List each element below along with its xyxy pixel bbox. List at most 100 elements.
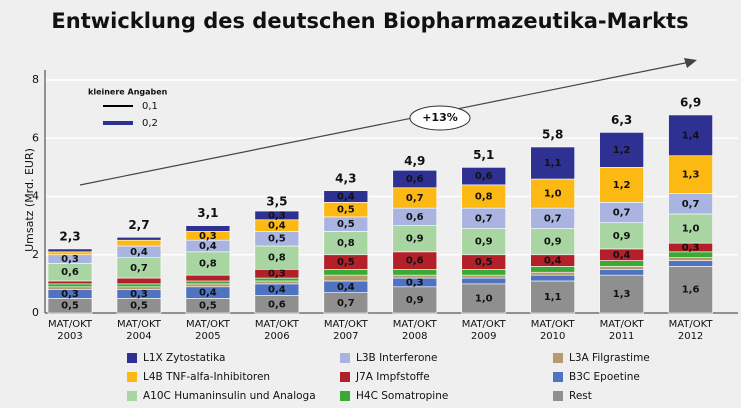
value-label: 1,0 bbox=[544, 189, 562, 200]
x-tick-label: MAT/OKT bbox=[393, 319, 438, 330]
value-label: 0,4 bbox=[337, 282, 355, 293]
value-label: 0,5 bbox=[130, 301, 148, 312]
bar-segment bbox=[668, 260, 713, 267]
bar-segment bbox=[392, 269, 438, 276]
bar-segment bbox=[668, 114, 713, 157]
value-label: 0,4 bbox=[130, 247, 148, 258]
bar-segment bbox=[461, 274, 507, 279]
bar-segment bbox=[392, 169, 438, 189]
value-label: 0,3 bbox=[406, 277, 424, 288]
legend-label: Rest bbox=[569, 390, 592, 402]
bar-segment bbox=[323, 190, 369, 203]
value-label: 0,7 bbox=[406, 193, 424, 204]
x-tick-label: 2007 bbox=[333, 331, 358, 342]
y-tick-label: 4 bbox=[32, 190, 39, 203]
legend-swatch bbox=[553, 353, 563, 363]
value-label: 1,0 bbox=[475, 293, 493, 304]
bar-segment bbox=[599, 132, 644, 168]
x-tick-label: 2008 bbox=[402, 331, 427, 342]
value-label: 0,6 bbox=[475, 171, 493, 182]
value-label: 0,7 bbox=[613, 208, 631, 219]
value-label: 0,9 bbox=[544, 237, 562, 248]
y-tick-label: 0 bbox=[32, 306, 39, 319]
value-label: 0,5 bbox=[475, 257, 493, 268]
x-tick-label: 2003 bbox=[57, 331, 82, 342]
value-label: 1,2 bbox=[613, 145, 631, 156]
legend-label: L4B TNF-alfa-Inhibitoren bbox=[143, 371, 270, 383]
total-label: 2,3 bbox=[59, 230, 80, 244]
legend-swatch bbox=[340, 353, 350, 363]
bar-segment bbox=[185, 274, 231, 282]
y-axis-label: Umsatz (Mrd. EUR) bbox=[23, 148, 36, 252]
x-tick-label: MAT/OKT bbox=[462, 319, 507, 330]
x-tick-label: MAT/OKT bbox=[669, 319, 714, 330]
value-label: 0,6 bbox=[406, 256, 424, 267]
legend-label: B3C Epoetine bbox=[569, 371, 640, 383]
value-label: 0,4 bbox=[337, 192, 355, 203]
bar-segment bbox=[47, 251, 93, 256]
small-legend-label: 0,1 bbox=[142, 101, 158, 112]
value-label: 0,4 bbox=[268, 285, 286, 296]
bar-segment bbox=[599, 260, 644, 267]
x-tick-label: MAT/OKT bbox=[48, 319, 93, 330]
small-legend-title: kleinere Angaben bbox=[88, 88, 168, 97]
legend-label: J7A Impfstoffe bbox=[355, 371, 430, 383]
x-tick-label: MAT/OKT bbox=[531, 319, 576, 330]
bar-segment bbox=[530, 228, 575, 256]
bar-segment bbox=[668, 257, 713, 261]
value-label: 1,1 bbox=[544, 292, 562, 303]
value-label: 1,6 bbox=[682, 285, 700, 296]
chart-title: Entwicklung des deutschen Biopharmazeuti… bbox=[51, 9, 688, 33]
x-tick-label: MAT/OKT bbox=[117, 319, 162, 330]
bar-segment bbox=[185, 225, 231, 232]
bar-segment bbox=[47, 280, 93, 285]
bar-segment bbox=[116, 286, 162, 291]
value-label: 0,9 bbox=[406, 295, 424, 306]
x-tick-label: 2009 bbox=[471, 331, 496, 342]
value-label: 0,6 bbox=[61, 267, 79, 278]
bar-segment bbox=[461, 269, 507, 276]
total-label: 5,8 bbox=[542, 128, 563, 142]
legend-swatch bbox=[127, 353, 137, 363]
bar-segment bbox=[530, 271, 575, 276]
bar-segment bbox=[116, 239, 162, 247]
value-label: 0,8 bbox=[268, 253, 286, 264]
value-label: 0,7 bbox=[130, 263, 148, 274]
legend-label: L1X Zytostatika bbox=[143, 352, 225, 364]
bar-segment bbox=[116, 236, 162, 241]
value-label: 0,4 bbox=[544, 256, 562, 267]
bar-segment bbox=[530, 274, 575, 282]
value-label: 0,5 bbox=[61, 301, 79, 312]
y-tick-label: 2 bbox=[32, 248, 39, 261]
annotation: +13% bbox=[422, 111, 458, 124]
value-label: 1,1 bbox=[544, 158, 562, 169]
legend-label: A10C Humaninsulin und Analoga bbox=[143, 390, 316, 402]
bar-segment bbox=[47, 283, 93, 288]
legend-swatch bbox=[127, 391, 137, 401]
total-label: 6,9 bbox=[680, 96, 701, 110]
value-label: 0,4 bbox=[613, 250, 631, 261]
y-tick-label: 6 bbox=[32, 131, 39, 144]
bar-segment bbox=[668, 155, 713, 194]
bar-segment bbox=[461, 167, 507, 186]
x-tick-label: 2010 bbox=[540, 331, 565, 342]
small-legend-label: 0,2 bbox=[142, 118, 158, 129]
total-label: 5,1 bbox=[473, 148, 494, 162]
total-label: 6,3 bbox=[611, 113, 632, 127]
bar-segment bbox=[530, 266, 575, 273]
value-label: 0,3 bbox=[199, 231, 217, 242]
value-label: 0,8 bbox=[475, 192, 493, 203]
value-label: 0,7 bbox=[337, 298, 355, 309]
x-tick-label: 2011 bbox=[609, 331, 634, 342]
legend-label: L3B Interferone bbox=[356, 352, 438, 364]
bar-segment bbox=[530, 280, 575, 314]
legend-swatch bbox=[553, 391, 563, 401]
value-label: 0,9 bbox=[613, 231, 631, 242]
total-label: 3,1 bbox=[197, 206, 218, 220]
value-label: 0,5 bbox=[337, 257, 355, 268]
bar-segment bbox=[461, 277, 507, 285]
value-label: 0,3 bbox=[682, 242, 700, 253]
value-label: 0,4 bbox=[268, 221, 286, 232]
value-label: 0,9 bbox=[475, 237, 493, 248]
